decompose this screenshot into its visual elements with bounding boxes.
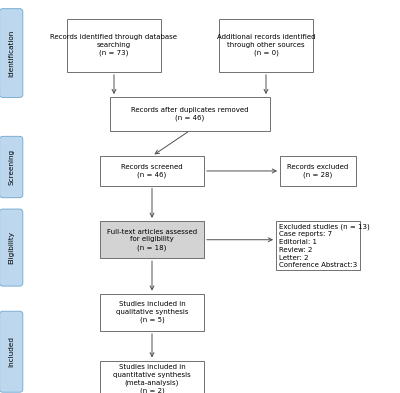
FancyBboxPatch shape: [276, 221, 360, 270]
Text: Records after duplicates removed
(n = 46): Records after duplicates removed (n = 46…: [131, 107, 249, 121]
Text: Records screened
(n = 46): Records screened (n = 46): [121, 164, 183, 178]
FancyBboxPatch shape: [280, 156, 356, 186]
Text: Screening: Screening: [8, 149, 14, 185]
FancyBboxPatch shape: [110, 97, 270, 130]
FancyBboxPatch shape: [0, 311, 23, 392]
Text: Records identified through database
searching
(n = 73): Records identified through database sear…: [50, 34, 178, 56]
FancyBboxPatch shape: [100, 294, 204, 331]
Text: Included: Included: [8, 336, 14, 367]
FancyBboxPatch shape: [0, 136, 23, 198]
FancyBboxPatch shape: [100, 221, 204, 259]
FancyBboxPatch shape: [100, 156, 204, 186]
Text: Full-text articles assessed
for eligibility
(n = 18): Full-text articles assessed for eligibil…: [107, 229, 197, 251]
Text: Additional records identified
through other sources
(n = 0): Additional records identified through ot…: [217, 34, 315, 56]
Text: Identification: Identification: [8, 29, 14, 77]
Text: Records excluded
(n = 28): Records excluded (n = 28): [287, 164, 349, 178]
Text: Studies included in
quantitative synthesis
(meta-analysis)
(n = 2): Studies included in quantitative synthes…: [113, 364, 191, 393]
FancyBboxPatch shape: [67, 18, 161, 72]
FancyBboxPatch shape: [100, 361, 204, 393]
FancyBboxPatch shape: [219, 18, 313, 72]
FancyBboxPatch shape: [0, 209, 23, 286]
FancyBboxPatch shape: [0, 9, 23, 97]
Text: Studies included in
qualitative synthesis
(n = 5): Studies included in qualitative synthesi…: [116, 301, 188, 323]
Text: Eligibility: Eligibility: [8, 231, 14, 264]
Text: Excluded studies (n = 13)
Case reports: 7
Editorial: 1
Review: 2
Letter: 2
Confe: Excluded studies (n = 13) Case reports: …: [279, 223, 370, 268]
